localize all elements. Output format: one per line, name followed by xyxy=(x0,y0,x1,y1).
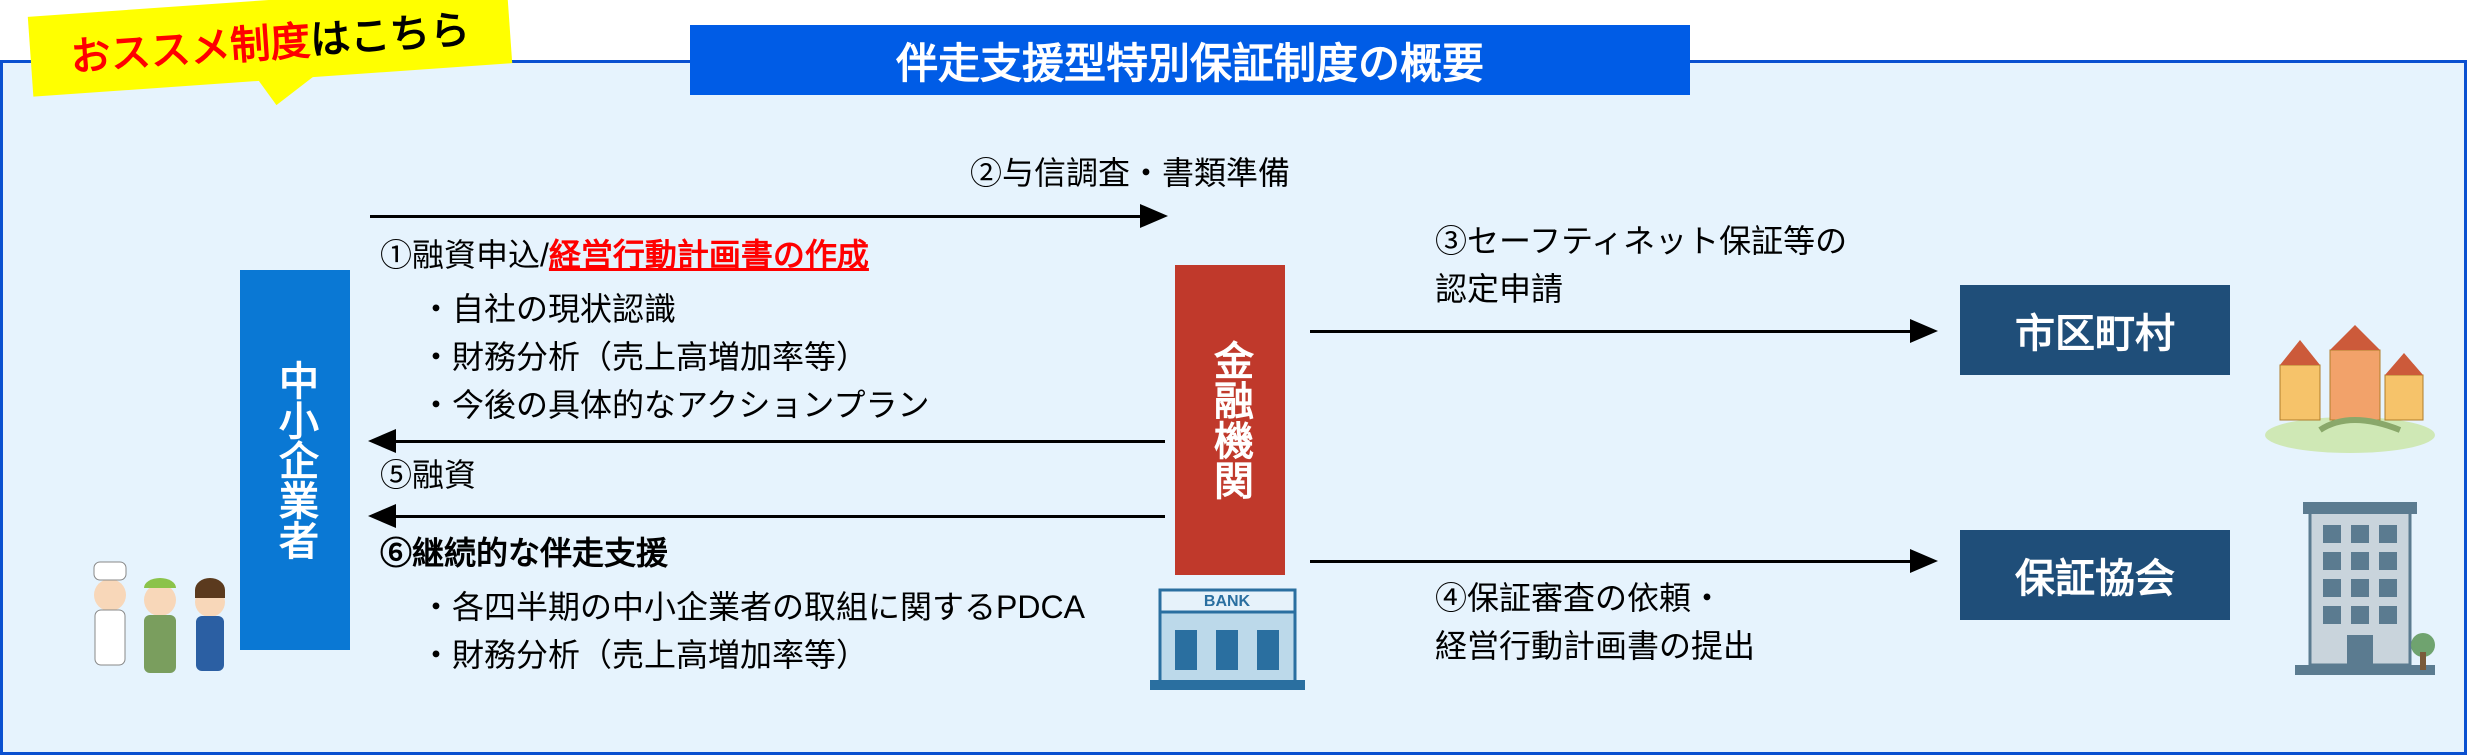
entity-municipality: 市区町村 xyxy=(1960,285,2230,375)
entity-sme: 中小企業者 xyxy=(240,270,350,650)
people-icon xyxy=(80,540,240,690)
step1-bullet1: ・自社の現状認識 xyxy=(420,286,676,332)
arrow-bank-to-sme-bottom xyxy=(395,515,1165,518)
diagram-title: 伴走支援型特別保証制度の概要 xyxy=(690,25,1690,95)
step2-label: ②与信調査・書類準備 xyxy=(970,150,1290,196)
arrow-bank-to-muni xyxy=(1310,330,1910,333)
arrow-bank-to-sme-mid xyxy=(395,440,1165,443)
building-icon xyxy=(2285,490,2445,680)
bank-icon: BANK xyxy=(1140,575,1315,695)
step3-line2: 認定申請 xyxy=(1435,266,1563,312)
step6-label: ⑥継続的な伴走支援 xyxy=(380,530,668,576)
step1-prefix: ①融資申込/ xyxy=(380,237,549,273)
step6-bullet1: ・各四半期の中小企業者の取組に関するPDCA xyxy=(420,584,1085,630)
step1-bullet3: ・今後の具体的なアクションプラン xyxy=(420,382,929,428)
callout-red-text: おススメ制度 xyxy=(68,8,311,83)
arrow-bank-to-assoc xyxy=(1310,560,1910,563)
step4-line2: 経営行動計画書の提出 xyxy=(1435,623,1755,669)
step6-bullet2: ・財務分析（売上高増加率等） xyxy=(420,632,868,678)
step1-bullet2: ・財務分析（売上高増加率等） xyxy=(420,334,868,380)
callout-black-text: はこちら xyxy=(308,0,472,66)
step3-line1: ③セーフティネット保証等の xyxy=(1435,218,1847,264)
arrow-head xyxy=(368,504,396,528)
arrow-sme-to-bank-top xyxy=(370,215,1140,218)
arrow-head xyxy=(1910,549,1938,573)
entity-bank: 金融機関 xyxy=(1175,265,1285,575)
arrow-head xyxy=(1140,204,1168,228)
bank-label-text: BANK xyxy=(1204,593,1251,610)
recommend-callout: おススメ制度はこちら xyxy=(30,0,550,100)
step1-label: ①融資申込/経営行動計画書の作成 xyxy=(380,232,869,278)
step5-label: ⑤融資 xyxy=(380,452,476,498)
arrow-head xyxy=(368,429,396,453)
step1-red: 経営行動計画書の作成 xyxy=(549,237,869,273)
arrow-head xyxy=(1910,319,1938,343)
entity-guarantee-assoc: 保証協会 xyxy=(1960,530,2230,620)
town-icon xyxy=(2260,305,2440,455)
step4-line1: ④保証審査の依頼・ xyxy=(1435,575,1723,621)
